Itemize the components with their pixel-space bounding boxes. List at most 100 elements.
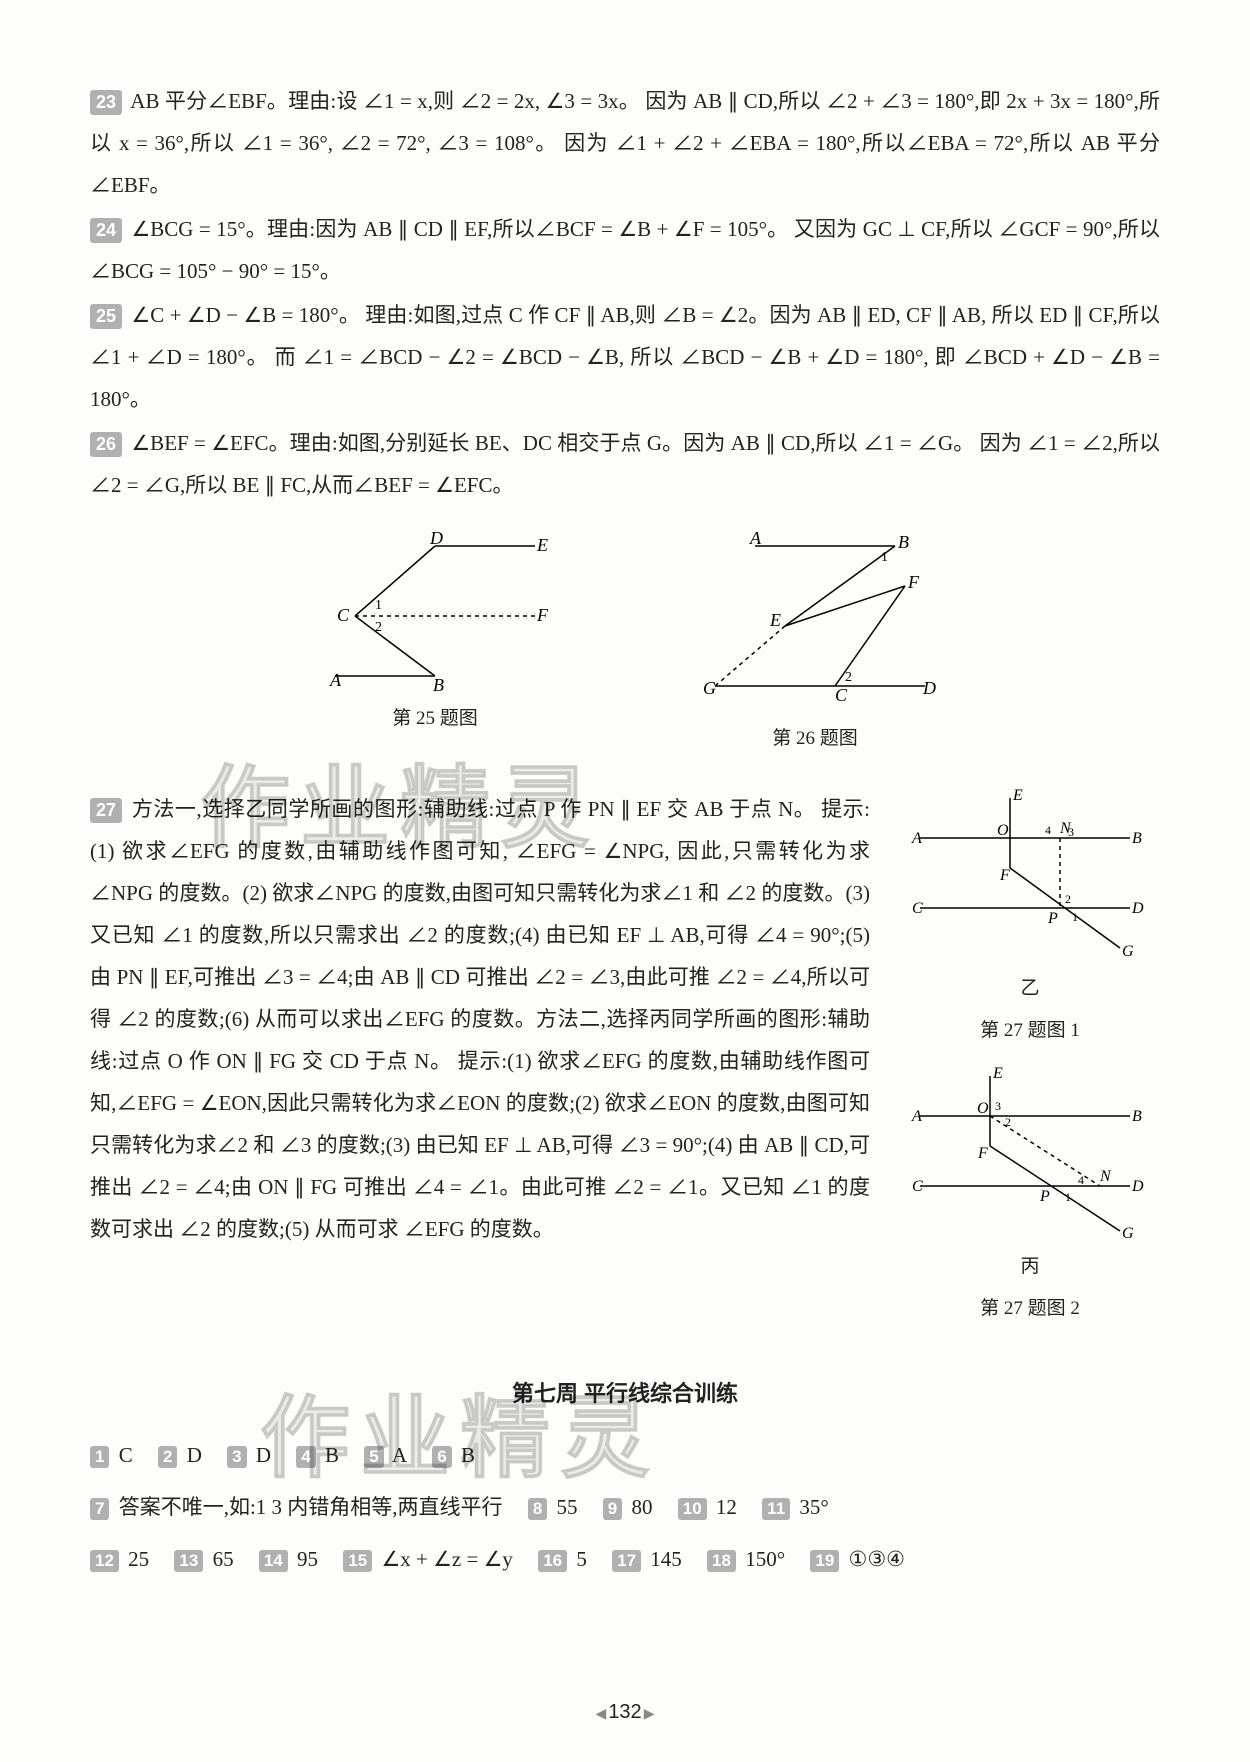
ans-num: 1 — [90, 1446, 109, 1468]
ans-num: 19 — [810, 1550, 839, 1572]
ans-val: ①③④ — [849, 1547, 905, 1571]
svg-text:4: 4 — [1045, 823, 1051, 837]
svg-text:1: 1 — [1072, 910, 1078, 924]
svg-text:G: G — [703, 678, 716, 698]
svg-text:B: B — [433, 675, 444, 695]
problem-23: 23 AB 平分∠EBF。理由:设 ∠1 = x,则 ∠2 = 2x, ∠3 =… — [90, 80, 1160, 206]
svg-text:C: C — [835, 685, 848, 705]
svg-text:E: E — [1012, 788, 1023, 804]
svg-text:3: 3 — [995, 1099, 1001, 1113]
ans-val: C — [119, 1443, 133, 1467]
figure-26-svg: A B C D E F G 1 2 — [685, 526, 945, 716]
svg-text:A: A — [911, 1108, 922, 1125]
answers-block: 1 C 2 D 3 D 4 B 5 A 6 B 7 答案不唯一,如:1 3 内错… — [90, 1434, 1160, 1580]
svg-text:D: D — [429, 528, 443, 548]
svg-text:B: B — [898, 532, 909, 552]
svg-text:F: F — [999, 867, 1010, 884]
figure-25: A B C D E F 1 2 第 25 题图 — [305, 526, 565, 758]
qnum-25: 25 — [90, 304, 122, 329]
ans-num: 17 — [612, 1550, 641, 1572]
svg-text:3: 3 — [1068, 825, 1074, 839]
ans-num: 9 — [603, 1498, 622, 1520]
ans-num: 4 — [296, 1446, 315, 1468]
svg-text:2: 2 — [1065, 892, 1071, 906]
ans-num: 16 — [538, 1550, 567, 1572]
svg-text:F: F — [907, 572, 920, 592]
ans-num: 3 — [227, 1446, 246, 1468]
svg-text:2: 2 — [1005, 1115, 1011, 1129]
ans-val: A — [392, 1443, 407, 1467]
ans-val: 150° — [745, 1547, 785, 1571]
qnum-24: 24 — [90, 218, 122, 243]
svg-text:D: D — [922, 678, 936, 698]
figure-27-1-svg: A B C D E F G N O P 1 2 3 4 — [900, 788, 1150, 968]
ans-num: 14 — [259, 1550, 288, 1572]
svg-text:F: F — [536, 605, 549, 625]
problem-27: 27 方法一,选择乙同学所画的图形:辅助线:过点 P 作 PN ∥ EF 交 A… — [90, 788, 870, 1250]
problem-24: 24 ∠BCG = 15°。理由:因为 AB ∥ CD ∥ EF,所以∠BCF … — [90, 208, 1160, 292]
ans-num: 12 — [90, 1550, 119, 1572]
qnum-26: 26 — [90, 432, 122, 457]
ans-val: 95 — [297, 1547, 318, 1571]
ans-val: 65 — [213, 1547, 234, 1571]
svg-text:1: 1 — [881, 550, 888, 565]
figure-25-caption: 第 25 题图 — [305, 700, 565, 738]
ans-num: 15 — [343, 1550, 372, 1572]
svg-text:A: A — [749, 528, 762, 548]
figure-row-25-26: A B C D E F 1 2 第 25 题图 A B C — [90, 526, 1160, 758]
figure-26: A B C D E F G 1 2 第 26 题图 — [685, 526, 945, 758]
ans-num: 7 — [90, 1498, 109, 1520]
figure-26-caption: 第 26 题图 — [685, 720, 945, 758]
fig27-1-sub: 乙 — [900, 970, 1160, 1008]
q24-text: ∠BCG = 15°。理由:因为 AB ∥ CD ∥ EF,所以∠BCF = ∠… — [90, 217, 1160, 283]
svg-text:B: B — [1132, 830, 1142, 847]
svg-text:A: A — [911, 830, 922, 847]
ans-val: D — [187, 1443, 202, 1467]
svg-text:O: O — [977, 1100, 989, 1117]
svg-text:P: P — [1047, 910, 1058, 927]
svg-text:1: 1 — [1065, 1190, 1071, 1204]
page-number: 132 — [596, 1692, 655, 1732]
figure-27-2-svg: A B C D E F G N O P 1 2 3 4 — [900, 1066, 1150, 1246]
svg-text:B: B — [1132, 1108, 1142, 1125]
fig27-2-sub: 丙 — [900, 1248, 1160, 1286]
ans-val: D — [256, 1443, 271, 1467]
svg-text:E: E — [769, 610, 781, 630]
ans-val: 5 — [576, 1547, 587, 1571]
svg-text:E: E — [536, 535, 548, 555]
qnum-27: 27 — [90, 798, 122, 823]
fig27-1-caption: 第 27 题图 1 — [900, 1012, 1160, 1050]
ans-num: 6 — [432, 1446, 451, 1468]
ans-val: 答案不唯一,如:1 3 内错角相等,两直线平行 — [119, 1495, 503, 1519]
svg-text:G: G — [1122, 1225, 1134, 1242]
q25-text: ∠C + ∠D − ∠B = 180°。 理由:如图,过点 C 作 CF ∥ A… — [90, 303, 1160, 411]
svg-text:D: D — [1131, 900, 1144, 917]
ans-num: 11 — [762, 1498, 790, 1520]
svg-text:2: 2 — [375, 620, 382, 635]
figure-27-2: A B C D E F G N O P 1 2 3 4 丙 第 27 题图 2 — [900, 1066, 1160, 1328]
section-title: 第七周 平行线综合训练 — [90, 1372, 1160, 1416]
ans-num: 2 — [158, 1446, 177, 1468]
ans-num: 5 — [364, 1446, 383, 1468]
problem-26: 26 ∠BEF = ∠EFC。理由:如图,分别延长 BE、DC 相交于点 G。因… — [90, 422, 1160, 506]
svg-text:C: C — [912, 1178, 923, 1195]
svg-text:C: C — [337, 605, 350, 625]
svg-text:N: N — [1099, 1168, 1112, 1185]
ans-val: 12 — [716, 1495, 737, 1519]
qnum-23: 23 — [90, 90, 122, 115]
ans-val: B — [461, 1443, 475, 1467]
svg-text:P: P — [1039, 1188, 1050, 1205]
ans-num: 10 — [678, 1498, 707, 1520]
figure-27-1: A B C D E F G N O P 1 2 3 4 乙 第 27 题图 1 — [900, 788, 1160, 1050]
figure-25-svg: A B C D E F 1 2 — [305, 526, 565, 696]
svg-text:C: C — [912, 900, 923, 917]
ans-num: 8 — [528, 1498, 547, 1520]
ans-val: ∠x + ∠z = ∠y — [381, 1547, 513, 1571]
problem-27-layout: 27 方法一,选择乙同学所画的图形:辅助线:过点 P 作 PN ∥ EF 交 A… — [90, 788, 1160, 1344]
q23-text: AB 平分∠EBF。理由:设 ∠1 = x,则 ∠2 = 2x, ∠3 = 3x… — [90, 89, 1160, 197]
ans-val: B — [325, 1443, 339, 1467]
ans-val: 80 — [632, 1495, 653, 1519]
ans-num: 18 — [707, 1550, 736, 1572]
svg-text:D: D — [1131, 1178, 1144, 1195]
ans-num: 13 — [174, 1550, 203, 1572]
